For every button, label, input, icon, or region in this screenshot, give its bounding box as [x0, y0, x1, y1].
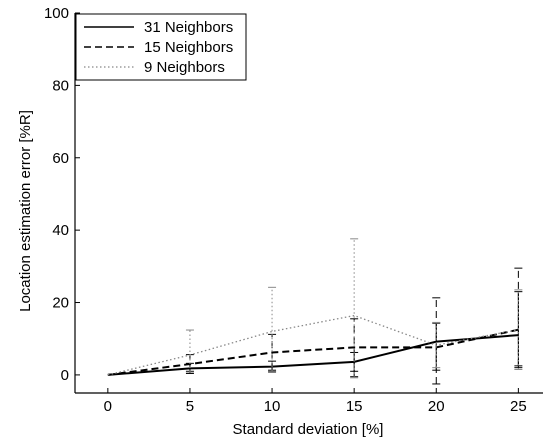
axes: 0 5 10 15 20 25 0 20 40 60 80 100 [44, 5, 543, 415]
legend-label: 15 Neighbors [144, 39, 233, 56]
legend-label: 31 Neighbors [144, 19, 233, 36]
series-line [107, 328, 519, 376]
x-tick-label: 20 [428, 398, 445, 415]
y-tick-label: 80 [52, 77, 69, 94]
x-tick-label: 10 [264, 398, 281, 415]
y-tick-label: 20 [52, 295, 69, 312]
y-tick-label: 100 [44, 5, 69, 22]
series-31-neighbors [107, 291, 523, 376]
y-tick-label: 60 [52, 150, 69, 167]
series-9-neighbors [107, 238, 523, 379]
x-tick-label: 0 [104, 398, 112, 415]
y-tick-label: 0 [61, 367, 69, 384]
x-tick-label: 25 [510, 398, 527, 415]
plot-area [107, 238, 523, 385]
y-tick-label: 40 [52, 222, 69, 239]
legend-box [75, 13, 247, 81]
x-axis-title: Standard deviation [%] [233, 421, 384, 438]
legend: 31 Neighbors 15 Neighbors 9 Neighbors [75, 13, 247, 81]
series-15-neighbors [107, 267, 523, 385]
x-tick-label: 15 [346, 398, 363, 415]
x-tick-label: 5 [186, 398, 194, 415]
series-line [107, 314, 519, 376]
series-line [107, 334, 519, 376]
y-axis-title: Location estimation error [%R] [17, 110, 34, 312]
legend-label: 9 Neighbors [144, 59, 225, 76]
